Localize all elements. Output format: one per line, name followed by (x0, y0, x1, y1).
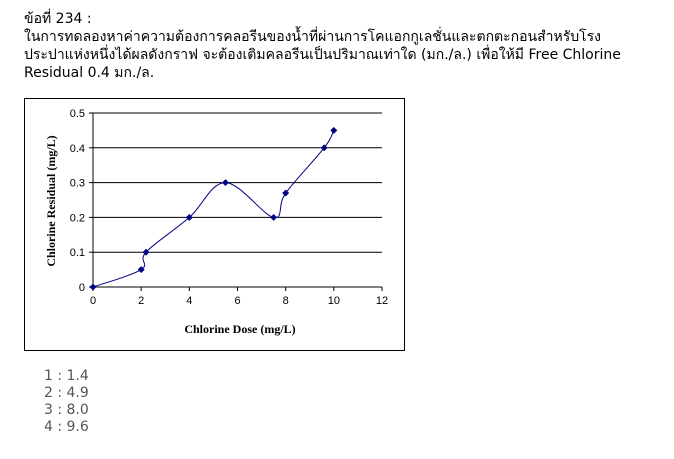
data-point-6 (282, 189, 290, 197)
axes (89, 112, 383, 291)
x-axis-title: Chlorine Dose (mg/L) (184, 322, 295, 336)
y-axis-title: Chlorine Residual (mg/L) (44, 135, 58, 266)
question-line-2: ประปาแห่งหนึ่งได้ผลดังกราฟ จะต้องเติมคลอ… (24, 47, 621, 63)
data-point-8 (330, 126, 338, 134)
question-text: ข้อที่ 234 : ในการทดลองหาค่าความต้องการค… (24, 10, 664, 82)
choice-4[interactable]: 4 : 9.6 (44, 419, 89, 435)
data-point-0 (89, 283, 97, 291)
data-point-2 (142, 248, 150, 256)
tick-labels: 0 0.1 0.2 0.3 0.4 0.5 0 2 4 6 8 10 12 (70, 108, 388, 307)
question-number: ข้อที่ 234 : (24, 11, 92, 27)
choice-2[interactable]: 2 : 4.9 (44, 385, 89, 401)
choice-3[interactable]: 3 : 8.0 (44, 402, 89, 418)
x-tick-label-6: 12 (376, 295, 388, 307)
y-tick-label-3: 0.3 (70, 178, 85, 190)
chlorine-chart: 0 0.1 0.2 0.3 0.4 0.5 0 2 4 6 8 10 12 Chlorine Dose … (44, 108, 388, 336)
x-tick-label-4: 8 (283, 295, 289, 307)
data-point-4 (221, 179, 230, 187)
x-tick-label-2: 4 (186, 295, 192, 307)
series-line-0 (92, 130, 335, 288)
answer-choices: 1 : 1.4 2 : 4.9 3 : 8.0 4 : 9.6 (44, 368, 89, 436)
data-point-7 (320, 144, 328, 152)
data-point-5 (270, 213, 278, 221)
y-tick-label-0: 0 (79, 282, 85, 294)
y-tick-label-4: 0.4 (70, 143, 85, 155)
y-tick-label-2: 0.2 (70, 212, 85, 224)
chart-frame: 0 0.1 0.2 0.3 0.4 0.5 0 2 4 6 8 10 12 Chlorine Dose … (24, 98, 405, 351)
x-tick-label-1: 2 (138, 295, 144, 307)
x-tick-label-3: 6 (234, 295, 240, 307)
data-point-1 (137, 266, 145, 274)
y-tick-label-1: 0.1 (70, 247, 85, 259)
x-tick-label-0: 0 (90, 295, 96, 307)
choice-1[interactable]: 1 : 1.4 (44, 368, 89, 384)
y-tick-label-5: 0.5 (70, 108, 85, 120)
x-tick-label-5: 10 (328, 295, 340, 307)
question-line-3: Residual 0.4 มก./ล. (24, 65, 155, 81)
question-line-1: ในการทดลองหาค่าความต้องการคลอรีนของน้ำที… (24, 29, 602, 45)
data-series (89, 126, 338, 291)
data-point-3 (185, 213, 193, 221)
grid-lines (93, 112, 382, 253)
